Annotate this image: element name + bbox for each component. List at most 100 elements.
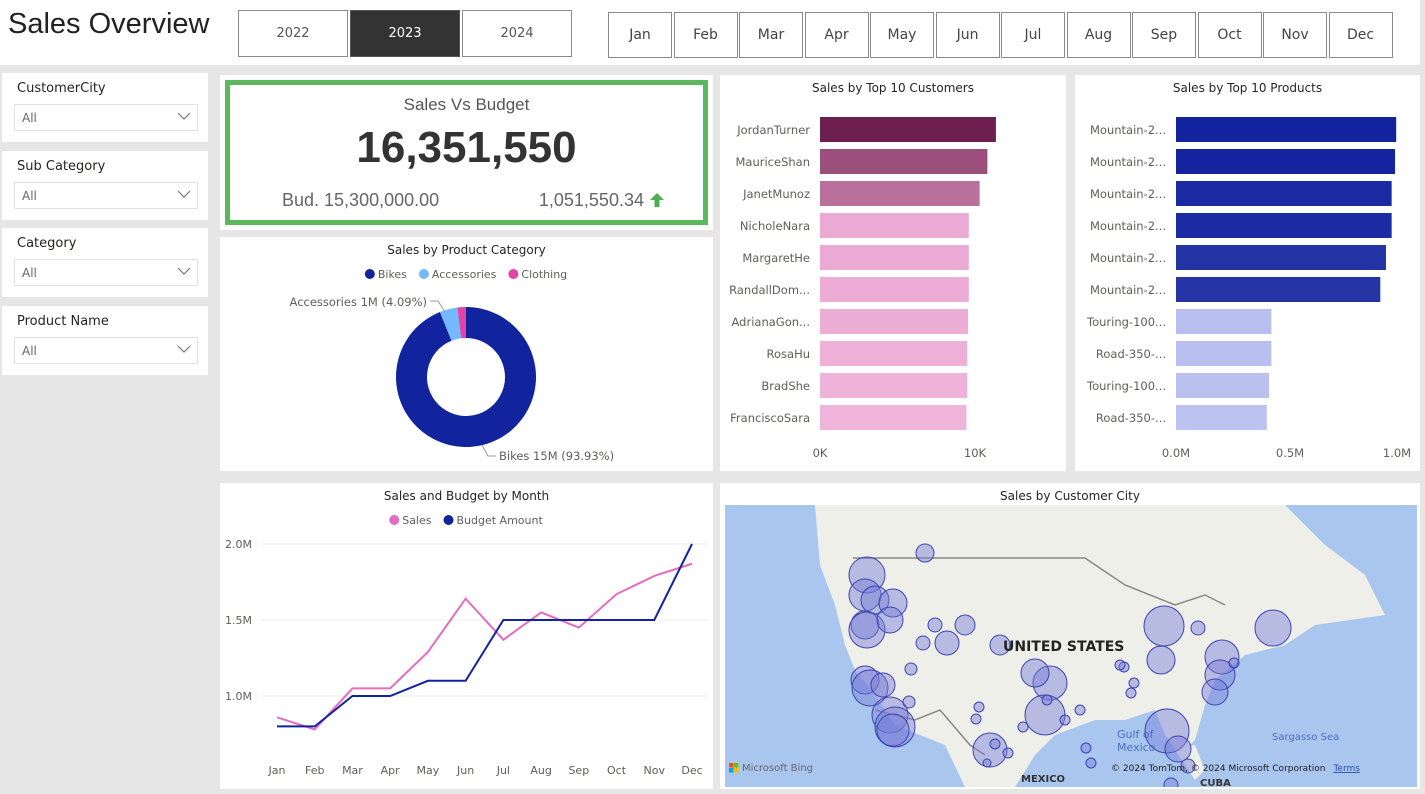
bar[interactable] <box>820 213 969 238</box>
city-bubble[interactable] <box>1204 659 1236 691</box>
customers-chart-card: Sales by Top 10 Customers JordanTurner Ma… <box>720 75 1066 471</box>
city-bubble[interactable] <box>1146 645 1176 675</box>
month-button-jul[interactable]: Jul <box>1001 12 1065 58</box>
city-bubble[interactable] <box>1002 747 1014 759</box>
city-bubble[interactable] <box>927 617 943 633</box>
city-bubble[interactable] <box>850 610 880 640</box>
city-bubble[interactable] <box>1041 694 1053 706</box>
city-bubble[interactable] <box>851 669 889 707</box>
city-bubble[interactable] <box>982 758 992 768</box>
city-bubble[interactable] <box>1143 605 1185 647</box>
city-bubble[interactable] <box>904 662 918 676</box>
city-bubble[interactable] <box>871 696 909 734</box>
city-bubble[interactable] <box>1059 714 1071 726</box>
city-bubble[interactable] <box>876 713 910 747</box>
bar[interactable] <box>820 117 996 142</box>
city-bubble[interactable] <box>1254 609 1292 647</box>
bar[interactable] <box>820 373 968 398</box>
bar[interactable] <box>820 149 988 174</box>
city-bubble[interactable] <box>1074 704 1086 716</box>
bar[interactable] <box>1176 341 1272 366</box>
slicer-dropdown[interactable]: All <box>14 259 198 286</box>
slicer-product-name: Product Name All <box>2 305 208 375</box>
category-label: FranciscoSara <box>730 411 810 425</box>
city-bubble[interactable] <box>1144 708 1190 754</box>
bar[interactable] <box>1176 181 1392 206</box>
city-bubble[interactable] <box>1085 757 1097 769</box>
month-button-dec[interactable]: Dec <box>1328 12 1393 58</box>
bar[interactable] <box>1176 405 1267 430</box>
series-line-budget-amount[interactable] <box>277 543 693 728</box>
category-label: MargaretHe <box>742 251 810 265</box>
slicer-dropdown[interactable]: All <box>14 181 198 209</box>
bar[interactable] <box>1176 149 1396 174</box>
bar[interactable] <box>1176 245 1386 270</box>
city-bubble[interactable] <box>973 701 985 713</box>
month-button-aug[interactable]: Aug <box>1066 12 1131 58</box>
year-button-2023[interactable]: 2023 <box>350 10 460 57</box>
month-button-sep[interactable]: Sep <box>1132 12 1196 58</box>
legend-marker <box>418 269 429 279</box>
category-label: Road-350-... <box>1096 347 1166 361</box>
city-bubble[interactable] <box>1020 658 1050 688</box>
legend-label: Clothing <box>521 268 567 281</box>
city-bubble[interactable] <box>915 543 935 563</box>
category-label: AdrianaGon... <box>732 315 810 329</box>
city-bubble[interactable] <box>970 713 982 725</box>
city-bubble[interactable] <box>902 695 916 709</box>
month-button-jun[interactable]: Jun <box>935 12 1000 58</box>
city-bubble[interactable] <box>1163 777 1179 787</box>
city-bubble[interactable] <box>989 738 1001 750</box>
city-bubble[interactable] <box>1204 639 1240 675</box>
city-bubble[interactable] <box>954 614 976 636</box>
map-terms-link[interactable]: Terms <box>1332 764 1360 774</box>
city-bubble[interactable] <box>848 611 886 649</box>
city-bubble[interactable] <box>870 672 896 698</box>
city-bubble[interactable] <box>1080 742 1092 754</box>
bar[interactable] <box>820 277 969 302</box>
slicer-dropdown[interactable]: All <box>14 104 198 131</box>
city-bubble[interactable] <box>972 732 1008 768</box>
city-bubble-map[interactable]: UNITED STATES Gulf of Mexico MEXICO CUBA Sarg… <box>725 505 1417 787</box>
month-button-mar[interactable]: Mar <box>739 12 803 58</box>
year-button-2022[interactable]: 2022 <box>238 10 348 57</box>
series-line-sales[interactable] <box>276 562 693 731</box>
bar[interactable] <box>820 341 968 366</box>
month-button-oct[interactable]: Oct <box>1197 12 1262 58</box>
city-bubble[interactable] <box>1190 620 1206 636</box>
month-button-nov[interactable]: Nov <box>1263 12 1327 58</box>
city-bubble[interactable] <box>934 630 960 656</box>
city-bubble[interactable] <box>1201 678 1229 706</box>
month-button-feb[interactable]: Feb <box>673 12 738 58</box>
city-bubble[interactable] <box>1128 677 1140 689</box>
month-button-apr[interactable]: Apr <box>804 12 869 58</box>
city-bubble[interactable] <box>1017 721 1029 733</box>
city-bubble[interactable] <box>1032 665 1068 701</box>
city-bubble[interactable] <box>989 634 1011 656</box>
month-button-jan[interactable]: Jan <box>608 12 672 58</box>
bar[interactable] <box>1176 213 1392 238</box>
month-button-may[interactable]: May <box>870 12 934 58</box>
bar[interactable] <box>820 309 969 334</box>
products-bar-chart: Mountain-2... Mountain-2... Mountain-2... M… <box>1086 117 1411 460</box>
city-bubble[interactable] <box>1125 687 1137 699</box>
slicer-dropdown[interactable]: All <box>14 336 198 364</box>
bar[interactable] <box>1176 117 1397 142</box>
city-bubble[interactable] <box>915 635 931 651</box>
chevron-down-icon <box>177 345 191 353</box>
bar[interactable] <box>1176 309 1272 334</box>
bar[interactable] <box>820 405 967 430</box>
city-bubble[interactable] <box>1164 735 1192 763</box>
city-bubble[interactable] <box>878 588 908 618</box>
year-button-2024[interactable]: 2024 <box>462 10 572 57</box>
bar[interactable] <box>820 181 980 206</box>
bar[interactable] <box>1176 373 1270 398</box>
city-bubble[interactable] <box>876 606 904 634</box>
city-bubble[interactable] <box>1228 657 1240 669</box>
city-bubble[interactable] <box>1114 659 1126 671</box>
city-bubble[interactable] <box>874 706 916 748</box>
city-bubble[interactable] <box>850 665 880 695</box>
bar[interactable] <box>1176 277 1381 302</box>
bar[interactable] <box>820 245 969 270</box>
city-bubble[interactable] <box>1180 758 1196 774</box>
